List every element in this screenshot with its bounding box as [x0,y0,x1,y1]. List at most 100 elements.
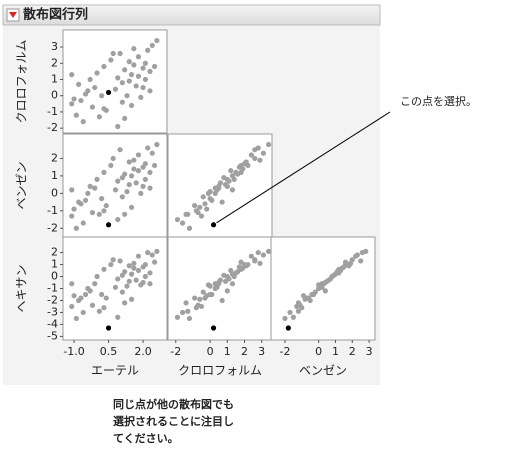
point [126,159,132,165]
point [287,309,293,316]
point [99,291,105,298]
point [238,162,244,169]
y-tick-label: -2 [47,221,58,234]
point [110,155,116,162]
point [185,308,191,314]
y-tick-label: -1 [47,105,58,118]
point [82,291,89,298]
point [252,155,258,162]
note-line: 選択されることに注目し [113,414,234,428]
point [354,252,360,258]
point [219,297,225,304]
selected-point [285,325,291,331]
point [207,195,213,202]
point [255,145,261,151]
point [69,303,75,310]
point [260,252,267,258]
y-tick-label: -3 [47,305,58,318]
point [115,75,121,81]
x-tick-label: 1 [332,345,339,358]
point [248,253,254,259]
y-tick-label: 1 [51,258,58,271]
point [145,145,151,151]
point [89,302,96,308]
point [69,187,75,193]
point [238,259,244,265]
point [87,288,93,294]
report-title: 散布図行列 [23,7,88,23]
point [229,173,236,179]
selected-point [210,222,217,228]
point [212,185,218,191]
x-tick-label: 3 [258,345,265,358]
point [140,84,146,91]
point [122,211,128,217]
point [183,211,189,217]
point [131,260,137,266]
point [133,180,139,186]
point [186,225,193,231]
y-tick-label: -4 [47,317,58,330]
point [147,169,153,176]
point [180,220,186,226]
row-label: ヘキサン [15,264,29,312]
column-label: ベンゼン [299,364,347,378]
point [154,141,160,148]
point [300,293,307,299]
point [126,59,132,65]
point [229,187,236,193]
point [108,57,114,63]
point [119,99,125,105]
point [135,253,142,259]
point [133,277,139,283]
point [224,176,230,182]
scatter-matrix: -2-10123クロロフォルム-2-1012ベンゼン-5-4-3-2-1012ヘ… [15,29,376,378]
point [73,315,79,322]
point [197,296,203,302]
point [112,86,119,92]
point [265,141,272,148]
point [202,201,208,207]
point [96,211,102,217]
point [85,88,91,94]
selected-point [105,222,112,228]
point [131,166,137,172]
point [101,266,107,272]
point [94,176,100,182]
point [82,197,89,203]
row-label: ベンゼン [15,161,29,209]
y-tick-label: 0 [51,270,58,283]
point [112,187,119,193]
selected-point [210,325,217,331]
point [124,283,130,289]
point [257,157,263,163]
point [295,300,302,306]
x-tick-label: -2 [170,345,181,358]
point [147,68,153,74]
point [174,216,181,223]
point [117,258,123,264]
y-tick-label: 0 [51,186,58,199]
y-tick-label: 3 [51,40,58,53]
point [205,190,211,196]
x-tick-label: 2 [349,345,356,358]
menu-triangle [9,12,17,18]
point [108,162,114,169]
selected-point [105,325,112,331]
point [128,271,135,277]
x-tick-label: -2 [279,345,290,358]
point [142,60,148,66]
y-tick-label: -2 [47,121,58,134]
point [126,278,132,284]
point [119,289,125,295]
point [73,225,79,231]
point [193,208,199,214]
y-tick-label: 1 [51,72,58,85]
point [101,169,107,176]
point [236,264,242,270]
point [71,293,77,299]
point [204,293,210,299]
point [200,194,206,200]
x-tick-label: 0.5 [100,345,118,358]
point [94,70,100,76]
